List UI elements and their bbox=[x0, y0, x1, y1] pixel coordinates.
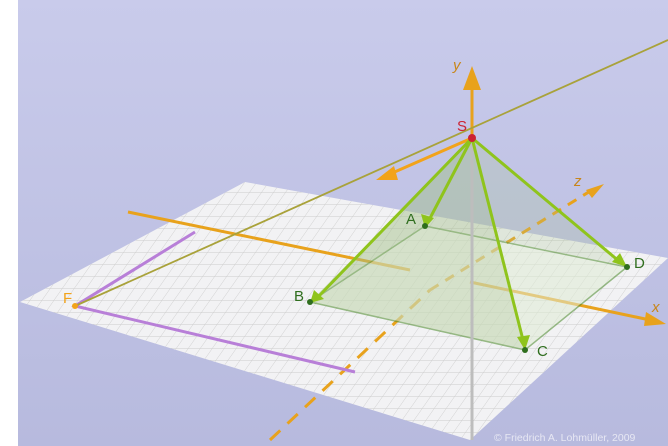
point-B bbox=[307, 299, 313, 305]
point-C bbox=[522, 347, 528, 353]
label-C: C bbox=[537, 343, 548, 360]
orange-arrow bbox=[376, 136, 473, 180]
x-axis-arrowhead bbox=[644, 312, 666, 326]
z-axis bbox=[268, 184, 604, 442]
z-axis-arrowhead bbox=[586, 184, 604, 198]
label-B: B bbox=[294, 288, 304, 305]
label-F: F bbox=[63, 290, 72, 307]
pyramid-edges bbox=[310, 136, 627, 350]
label-D: D bbox=[634, 255, 645, 272]
point-D bbox=[624, 264, 630, 270]
axis-label-z: z bbox=[573, 173, 582, 190]
credit-text: © Friedrich A. Lohmüller, 2009 bbox=[494, 432, 636, 444]
label-S: S bbox=[457, 118, 467, 135]
y-axis-arrowhead bbox=[463, 66, 481, 90]
left-margin bbox=[0, 0, 18, 446]
point-S bbox=[468, 134, 476, 142]
axis-label-x: x bbox=[651, 299, 660, 316]
point-A bbox=[422, 223, 428, 229]
point-F bbox=[72, 303, 78, 309]
axis-label-y: y bbox=[452, 57, 462, 74]
label-A: A bbox=[406, 211, 416, 228]
line-FS bbox=[74, 39, 668, 307]
